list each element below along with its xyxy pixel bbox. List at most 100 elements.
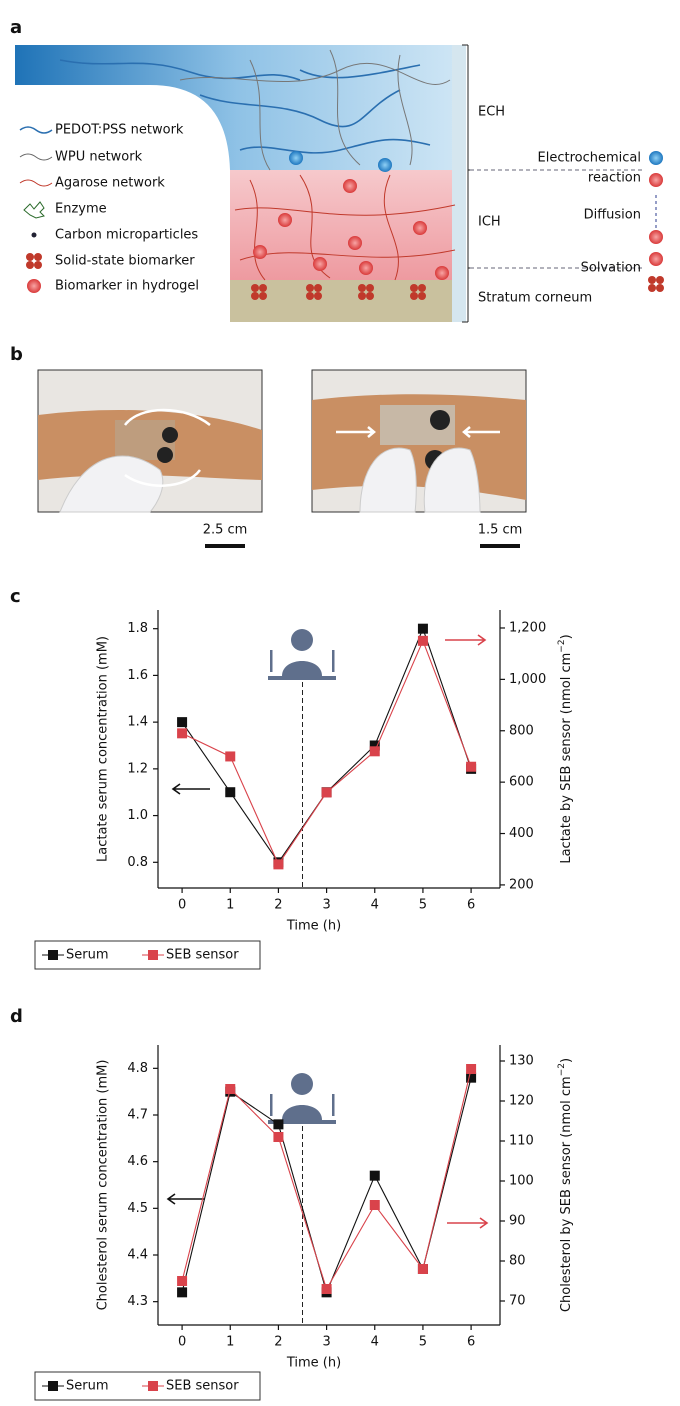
panel-letter: d (10, 1006, 23, 1027)
y2-axis-title-part: −2 (557, 639, 567, 652)
edge (452, 45, 466, 322)
x-axis-title: Time (h) (286, 919, 341, 934)
x-tick-label: 0 (178, 898, 186, 913)
legend-label: Solid-state biomarker (55, 254, 195, 269)
y-tick-label: 1.0 (127, 808, 148, 823)
y2-axis-title-part: ) (559, 1058, 574, 1063)
data-point (177, 717, 187, 727)
process-label: Diffusion (584, 208, 641, 223)
data-point (466, 1073, 476, 1083)
x-tick-label: 1 (226, 1335, 234, 1350)
y2-tick-label: 100 (509, 1174, 534, 1189)
y-tick-label: 4.8 (127, 1061, 148, 1076)
data-point (225, 787, 235, 797)
x-tick-label: 5 (419, 898, 427, 913)
x-tick-label: 4 (371, 1335, 379, 1350)
y2-axis-title-part: Cholesterol by SEB sensor (nmol cm (559, 1076, 574, 1312)
legend-label: PEDOT:PSS network (55, 123, 184, 138)
x-tick-label: 4 (371, 898, 379, 913)
y-tick-label: 1.2 (127, 761, 148, 776)
y2-tick-label: 90 (509, 1214, 526, 1229)
y2-axis-title-part: Lactate by SEB sensor (nmol cm (559, 653, 574, 864)
scale-label: 1.5 cm (478, 523, 523, 538)
data-point (370, 1171, 380, 1181)
y2-tick-label: 70 (509, 1294, 526, 1309)
y2-tick-label: 800 (509, 723, 534, 738)
y-axis-title: Lactate serum concentration (mM) (96, 636, 111, 862)
y-tick-label: 1.6 (127, 668, 148, 683)
legend-label: WPU network (55, 150, 143, 165)
x-tick-label: 0 (178, 1335, 186, 1350)
panel-letter: c (10, 586, 21, 607)
y-tick-label: 0.8 (127, 855, 148, 870)
y2-tick-label: 120 (509, 1094, 534, 1109)
data-point (177, 728, 187, 738)
y2-tick-label: 130 (509, 1054, 534, 1069)
y2-tick-label: 1,000 (509, 672, 546, 687)
data-point (418, 636, 428, 646)
x-tick-label: 3 (322, 1335, 330, 1350)
data-point (370, 1200, 380, 1210)
data-point (273, 1119, 283, 1129)
legend-marker (148, 1381, 158, 1391)
x-tick-label: 2 (274, 1335, 282, 1350)
y2-tick-label: 1,200 (509, 620, 546, 635)
legend-label: Serum (66, 1379, 109, 1394)
process-label: reaction (588, 171, 641, 186)
scale-label: 2.5 cm (203, 523, 248, 538)
y-tick-label: 1.4 (127, 715, 148, 730)
y-tick-label: 4.3 (127, 1294, 148, 1309)
data-point (466, 762, 476, 772)
layer-label: ICH (478, 215, 501, 230)
legend-label: Agarose network (55, 176, 165, 191)
process-label: Solvation (581, 261, 641, 276)
layer-label: Stratum corneum (478, 291, 592, 306)
y2-axis-title: Lactate by SEB sensor (nmol cm−2) (557, 634, 574, 863)
y-axis-title: Cholesterol serum concentration (mM) (96, 1060, 111, 1311)
x-tick-label: 6 (467, 898, 475, 913)
y2-axis-title: Cholesterol by SEB sensor (nmol cm−2) (557, 1058, 574, 1312)
data-point (322, 1284, 332, 1294)
data-point (225, 1084, 235, 1094)
y2-tick-label: 600 (509, 775, 534, 790)
series-line (182, 1069, 471, 1289)
y2-tick-label: 110 (509, 1134, 534, 1149)
data-point (418, 1264, 428, 1274)
data-point (370, 746, 380, 756)
process-label: Electrochemical (538, 151, 641, 166)
data-point (466, 1064, 476, 1074)
data-point (177, 1276, 187, 1286)
data-point (322, 787, 332, 797)
panel-letter: b (10, 344, 23, 365)
legend-label: Enzyme (55, 202, 107, 217)
x-axis-title: Time (h) (286, 1356, 341, 1371)
x-tick-label: 2 (274, 898, 282, 913)
data-point (225, 751, 235, 761)
y2-tick-label: 400 (509, 826, 534, 841)
y-tick-label: 4.5 (127, 1201, 148, 1216)
y2-tick-label: 80 (509, 1254, 526, 1269)
meal-icon (268, 629, 336, 680)
meal-icon (268, 1073, 336, 1124)
y-tick-label: 4.7 (127, 1108, 148, 1123)
y2-axis-title-part: ) (559, 634, 574, 639)
panel-letter: a (10, 17, 22, 38)
x-tick-label: 1 (226, 898, 234, 913)
y-tick-label: 4.4 (127, 1248, 148, 1263)
layer-label: ECH (478, 105, 505, 120)
x-tick-label: 3 (322, 898, 330, 913)
x-tick-label: 6 (467, 1335, 475, 1350)
legend-label: SEB sensor (166, 948, 239, 963)
legend-marker (48, 1381, 58, 1391)
y-tick-label: 4.6 (127, 1154, 148, 1169)
figure: a b c d (0, 0, 680, 1406)
data-point (418, 624, 428, 634)
legend-label: SEB sensor (166, 1379, 239, 1394)
data-point (273, 859, 283, 869)
legend-label: Serum (66, 948, 109, 963)
legend-label: Carbon microparticles (55, 228, 198, 243)
legend-marker (48, 950, 58, 960)
series-line (182, 629, 471, 863)
x-tick-label: 5 (419, 1335, 427, 1350)
y-tick-label: 1.8 (127, 621, 148, 636)
